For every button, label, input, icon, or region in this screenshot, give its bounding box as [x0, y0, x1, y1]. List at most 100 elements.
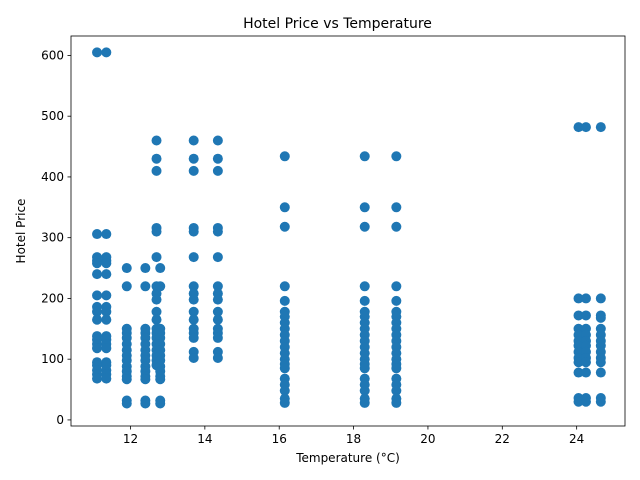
data-point — [573, 293, 584, 304]
data-point — [151, 294, 162, 305]
x-tick-label: 16 — [272, 432, 287, 446]
data-point — [595, 293, 606, 304]
data-point — [359, 221, 370, 232]
data-point — [151, 252, 162, 263]
data-point — [391, 295, 402, 306]
data-point — [580, 367, 591, 378]
x-tick-label: 20 — [420, 432, 435, 446]
data-point — [580, 122, 591, 133]
data-point — [580, 310, 591, 321]
data-point — [92, 258, 103, 269]
data-point — [101, 373, 112, 384]
data-point — [151, 153, 162, 164]
data-point — [151, 165, 162, 176]
data-point — [188, 281, 199, 292]
data-point — [279, 281, 290, 292]
data-point — [92, 314, 103, 325]
data-point — [92, 306, 103, 317]
data-point — [155, 281, 166, 292]
data-point — [101, 343, 112, 354]
data-point — [101, 47, 112, 58]
data-point — [188, 314, 199, 325]
data-point — [573, 310, 584, 321]
data-point — [101, 269, 112, 280]
data-point — [573, 396, 584, 407]
data-point — [212, 352, 223, 363]
data-point — [391, 151, 402, 162]
data-point — [151, 135, 162, 146]
data-point — [101, 229, 112, 240]
data-point — [595, 367, 606, 378]
data-point — [188, 306, 199, 317]
data-point — [140, 263, 151, 274]
x-axis-label: Temperature (°C) — [295, 451, 400, 465]
data-point — [595, 396, 606, 407]
y-tick-label: 400 — [41, 170, 64, 184]
data-point — [580, 396, 591, 407]
data-point — [212, 294, 223, 305]
data-point — [92, 229, 103, 240]
y-tick-label: 100 — [41, 352, 64, 366]
data-point — [359, 397, 370, 408]
data-point — [92, 343, 103, 354]
data-point — [359, 385, 370, 396]
data-point — [188, 226, 199, 237]
x-tick-label: 24 — [569, 432, 584, 446]
x-tick-label: 18 — [346, 432, 361, 446]
data-point — [279, 295, 290, 306]
plot-area-frame — [70, 35, 626, 427]
data-point — [92, 269, 103, 280]
data-point — [212, 281, 223, 292]
data-point — [391, 363, 402, 374]
data-point — [188, 332, 199, 343]
data-point — [140, 374, 151, 385]
data-point — [151, 226, 162, 237]
x-tick-label: 12 — [123, 432, 138, 446]
data-point — [121, 374, 132, 385]
x-tick-label: 14 — [197, 432, 212, 446]
y-axis-ticks: 0 100 200 300 400 500 600 — [41, 48, 71, 427]
chart-title: Hotel Price vs Temperature — [243, 16, 432, 32]
data-point — [121, 263, 132, 274]
data-point — [573, 357, 584, 368]
data-point — [155, 263, 166, 274]
data-point — [359, 202, 370, 213]
data-point — [391, 385, 402, 396]
data-point — [573, 122, 584, 133]
x-axis-ticks: 12 14 16 18 20 22 24 — [123, 426, 584, 446]
data-point — [188, 165, 199, 176]
data-point — [188, 294, 199, 305]
data-point — [212, 153, 223, 164]
data-point — [595, 312, 606, 323]
data-point — [212, 226, 223, 237]
data-point — [212, 252, 223, 263]
data-point — [101, 306, 112, 317]
data-point — [188, 135, 199, 146]
data-point — [595, 122, 606, 133]
data-point — [359, 151, 370, 162]
data-points — [92, 47, 606, 409]
data-point — [92, 290, 103, 301]
data-point — [391, 281, 402, 292]
y-tick-label: 200 — [41, 291, 64, 305]
y-tick-label: 0 — [56, 413, 64, 427]
data-point — [573, 367, 584, 378]
data-point — [359, 295, 370, 306]
data-point — [155, 398, 166, 409]
data-point — [92, 373, 103, 384]
y-tick-label: 600 — [41, 48, 64, 62]
data-point — [359, 363, 370, 374]
data-point — [279, 385, 290, 396]
data-point — [188, 252, 199, 263]
data-point — [92, 47, 103, 58]
data-point — [279, 202, 290, 213]
data-point — [188, 352, 199, 363]
data-point — [140, 281, 151, 292]
y-tick-label: 300 — [41, 231, 64, 245]
data-point — [212, 306, 223, 317]
data-point — [279, 221, 290, 232]
data-point — [140, 398, 151, 409]
data-point — [151, 314, 162, 325]
